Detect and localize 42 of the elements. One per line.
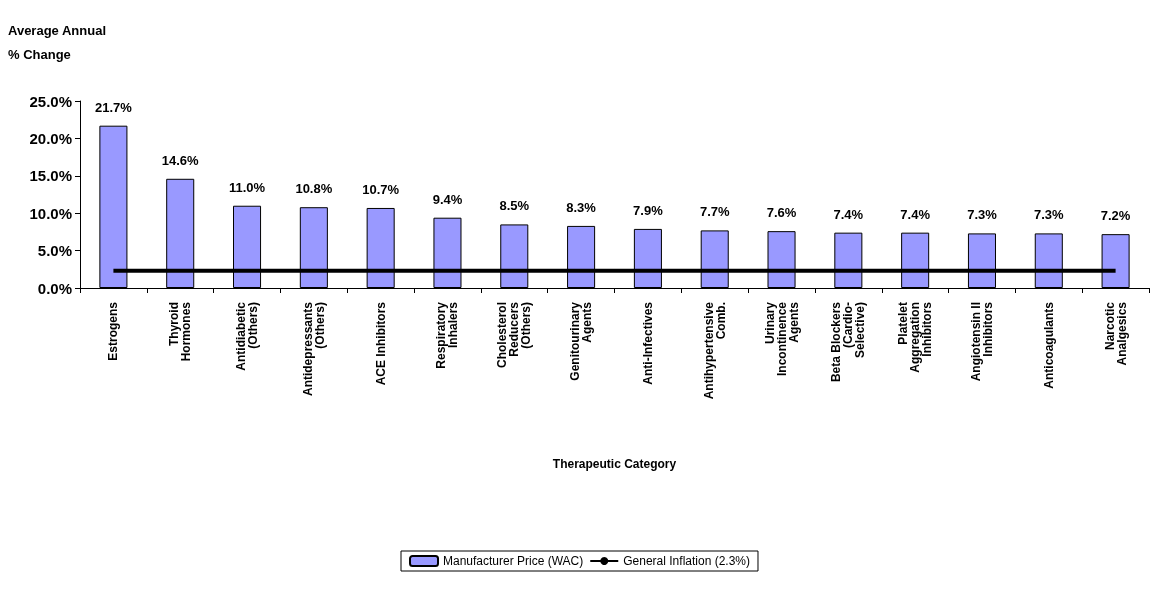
data-label: 7.3%	[1033, 207, 1065, 223]
y-axis-title: Average Annual % Change	[8, 22, 107, 62]
y-tick-label: 15.0%	[29, 167, 72, 185]
x-tick-label: Thyroid Hormones	[167, 301, 194, 362]
x-tick-label: Anticoagulants	[1041, 301, 1056, 389]
y-tick-label: 10.0%	[29, 204, 72, 222]
x-tick-label: Cholesterol Reducers (Others)	[495, 301, 534, 369]
data-label: 7.6%	[766, 205, 797, 221]
x-axis-title: Therapeutic Category	[552, 457, 677, 471]
x-tick-label: Respiratory Inhalers	[434, 301, 461, 369]
data-label: 7.4%	[833, 206, 864, 222]
data-label: 10.7%	[362, 181, 400, 197]
x-tick-label: Estrogens	[106, 301, 121, 361]
legend-label: Manufacturer Price (WAC)	[443, 554, 584, 568]
legend-label: General Inflation (2.3%)	[623, 554, 750, 568]
data-label: 8.5%	[499, 198, 530, 214]
data-label: 8.3%	[566, 199, 597, 215]
data-label: 7.9%	[633, 202, 664, 218]
x-tick-label: Urinary Incontinence Agents	[762, 301, 801, 377]
data-label: 7.2%	[1100, 208, 1131, 224]
x-tick-label: Antidiabetic (Others)	[234, 301, 261, 371]
data-label: 11.0%	[228, 179, 266, 195]
x-tick-label: ACE Inhibitors	[373, 301, 388, 386]
data-label: 7.3%	[967, 207, 998, 223]
x-tick-label: Antihypertensive Comb.	[701, 301, 728, 400]
y-tick-label: 5.0%	[37, 242, 72, 260]
data-label: 7.7%	[699, 204, 730, 220]
data-label: 21.7%	[94, 99, 133, 115]
x-tick-label: Anti-Infectives	[640, 301, 655, 385]
data-label: 7.4%	[900, 206, 931, 222]
data-label: 10.8%	[295, 181, 333, 197]
y-tick-label: 25.0%	[29, 92, 72, 110]
x-tick-label: Antidepressants (Others)	[300, 301, 327, 397]
y-tick-label: 20.0%	[29, 129, 72, 147]
data-label: 9.4%	[432, 191, 463, 207]
x-tick-label: Beta Blockers (Cardio- Selective)	[829, 301, 868, 383]
x-tick-label: Platelet Aggregation Inhibitors	[896, 301, 935, 373]
data-label: 14.6%	[161, 152, 200, 168]
x-tick-label: Genitourinary Agents	[568, 301, 595, 381]
x-tick-label: Angiotensin II Inhibitors	[968, 301, 995, 382]
x-tick-label: Narcotic Analgesics	[1102, 301, 1129, 366]
y-tick-label: 0.0%	[37, 279, 72, 297]
